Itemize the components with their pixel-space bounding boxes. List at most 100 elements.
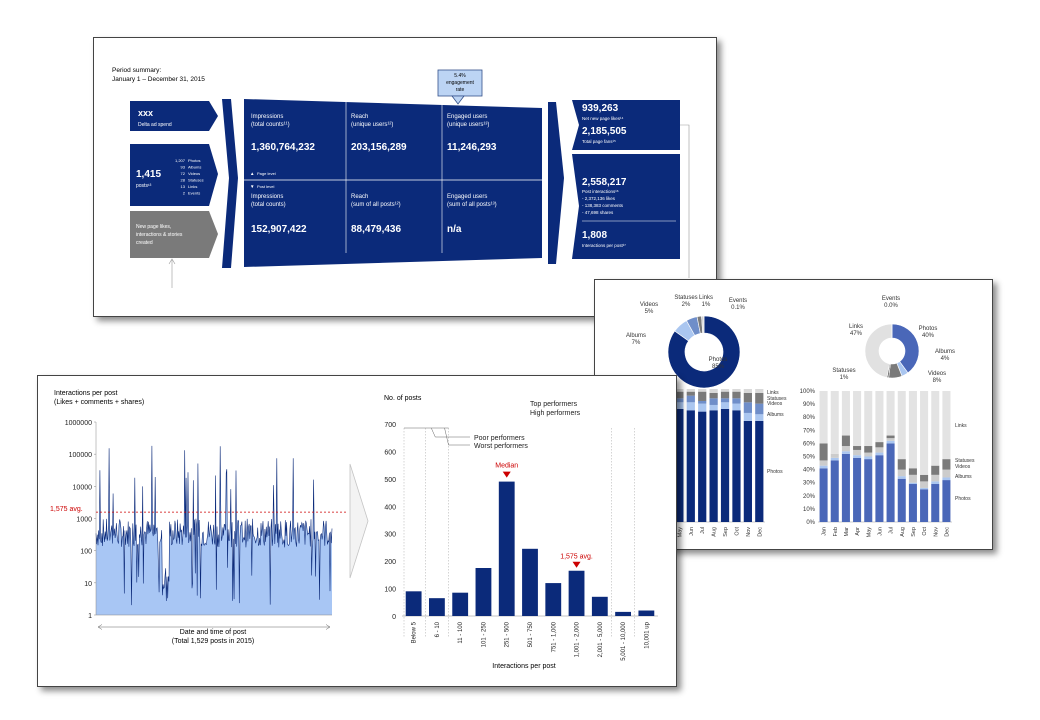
bar-segment-statuses	[686, 391, 695, 396]
bar-segment-videos	[698, 400, 707, 404]
callout-line-1: 5.4%	[454, 73, 466, 79]
period-summary-panel: Period summary: January 1 – December 31,…	[93, 37, 717, 317]
bar-segment-links	[686, 389, 695, 392]
interactions-line	[95, 445, 333, 606]
post-type-count: 93	[181, 165, 186, 170]
bar-segment-videos	[819, 460, 828, 466]
bar-segment-statuses	[942, 459, 951, 470]
metric-label: Reach	[351, 114, 368, 120]
donut-label: Photos	[709, 357, 728, 363]
x-tick-label: Sep	[723, 527, 729, 537]
donut-label: Events	[882, 296, 900, 302]
bar-segment-links	[853, 391, 862, 447]
bar-segment-photos	[942, 480, 951, 522]
y-tick-label: 100	[80, 549, 92, 556]
x-tick-label: Apr	[855, 527, 861, 536]
histogram-bar	[568, 570, 585, 616]
new-likes-box	[130, 211, 218, 258]
timeline-xsublabel: (Total 1,529 posts in 2015)	[172, 638, 255, 645]
post-interactions-label: Post interactions¹⁶	[582, 189, 619, 194]
histogram-xlabel: Interactions per post	[492, 663, 555, 670]
y-tick-label: 100%	[800, 389, 816, 395]
metric-value: n/a	[447, 224, 462, 235]
interactions-charts: Interactions per post (Likes + comments …	[50, 390, 658, 670]
arrow-right-icon	[325, 624, 331, 630]
y-tick-label: 500	[384, 477, 396, 484]
bar-segment-statuses	[864, 446, 873, 453]
bar-segment-albums	[709, 404, 718, 411]
interactions-histogram: 0 100 200 300 400 500 600 700 Below 5 6 - 10 11 - …	[384, 401, 658, 661]
bar-segment-videos	[732, 398, 741, 404]
bar-segment-albums	[755, 414, 764, 421]
page-level-label: Page level	[257, 171, 276, 176]
metric-value: 152,907,422	[251, 224, 307, 235]
y-tick-label: 100000	[69, 452, 92, 459]
bar-segment-statuses	[897, 459, 906, 470]
period-summary-diagram: Period summary: January 1 – December 31,…	[112, 67, 690, 288]
bar-segment-albums	[686, 402, 695, 411]
donut-label: Links	[699, 295, 713, 301]
timeline-subtitle: (Likes + comments + shares)	[54, 399, 144, 406]
page-likes-box	[572, 100, 680, 150]
bar-segment-statuses	[732, 391, 741, 399]
donut-value: 85%	[712, 364, 725, 370]
x-tick-label: 751 - 1,000	[551, 621, 557, 652]
x-tick-label: Aug	[712, 527, 718, 537]
metric-label: Reach	[351, 194, 368, 200]
bar-segment-photos	[720, 408, 730, 522]
post-level-label: Post level	[257, 184, 274, 189]
chevron-right-shape	[548, 102, 564, 264]
bar-segment-statuses	[853, 446, 862, 450]
donut-value: 7%	[632, 340, 641, 346]
y-tick-label: 10%	[803, 507, 816, 513]
bar-segment-links	[931, 391, 940, 466]
bar-segment-albums	[908, 482, 917, 485]
post-type-name: Videos	[188, 171, 200, 176]
bar-segment-albums	[886, 440, 895, 444]
histogram-bar	[405, 591, 422, 616]
poor-leader-line	[431, 427, 470, 438]
histogram-bar	[638, 610, 655, 616]
legend-label: Links	[767, 390, 779, 396]
legend-high-performers: High performers	[530, 410, 581, 417]
x-tick-label: Oct	[734, 527, 740, 536]
post-type-count: 72	[181, 171, 186, 176]
metrics-grid: Impressions (total counts¹¹) 1,360,764,232…	[251, 114, 497, 235]
bar-segment-links	[897, 391, 906, 460]
bar-segment-links	[908, 391, 917, 469]
bar-segment-photos	[709, 410, 718, 522]
bar-segment-albums	[931, 481, 940, 485]
legend-label: Links	[955, 423, 967, 429]
donut-slice-photos	[667, 315, 741, 389]
y-tick-label: 0%	[806, 520, 815, 526]
bar-segment-albums	[819, 465, 828, 469]
metric-sublabel: (sum of all posts¹³)	[447, 202, 497, 208]
bar-segment-statuses	[819, 443, 828, 461]
x-tick-label: 10,001 up	[644, 621, 650, 648]
legend-top-performers: Top performers	[530, 401, 578, 408]
x-tick-label: Mar	[844, 527, 850, 537]
bar-segment-videos	[755, 403, 764, 415]
bar-segment-photos	[743, 420, 752, 522]
post-type-count: 28	[181, 178, 186, 183]
bar-segment-albums	[920, 487, 929, 490]
metric-value: 1,360,764,232	[251, 142, 315, 153]
x-tick-label: 501 - 750	[528, 621, 534, 647]
bar-segment-links	[864, 391, 873, 447]
donut-value: 4%	[941, 356, 950, 362]
donut-label: Videos	[928, 371, 946, 377]
donut-value: 1%	[840, 375, 849, 381]
x-tick-label: 101 - 250	[481, 621, 487, 647]
donut-label: Photos	[919, 326, 938, 332]
ad-spend-value: xxx	[138, 108, 153, 118]
arrow-left-icon	[97, 624, 103, 630]
bar-segment-photos	[698, 411, 707, 522]
chevron-left-shape	[222, 99, 238, 268]
bar-segment-links	[743, 389, 752, 393]
y-tick-label: 200	[384, 559, 396, 566]
interactions-per-post-value: 1,808	[582, 230, 607, 241]
x-tick-label: May	[866, 527, 872, 538]
donut-value: 0.1%	[731, 305, 745, 311]
